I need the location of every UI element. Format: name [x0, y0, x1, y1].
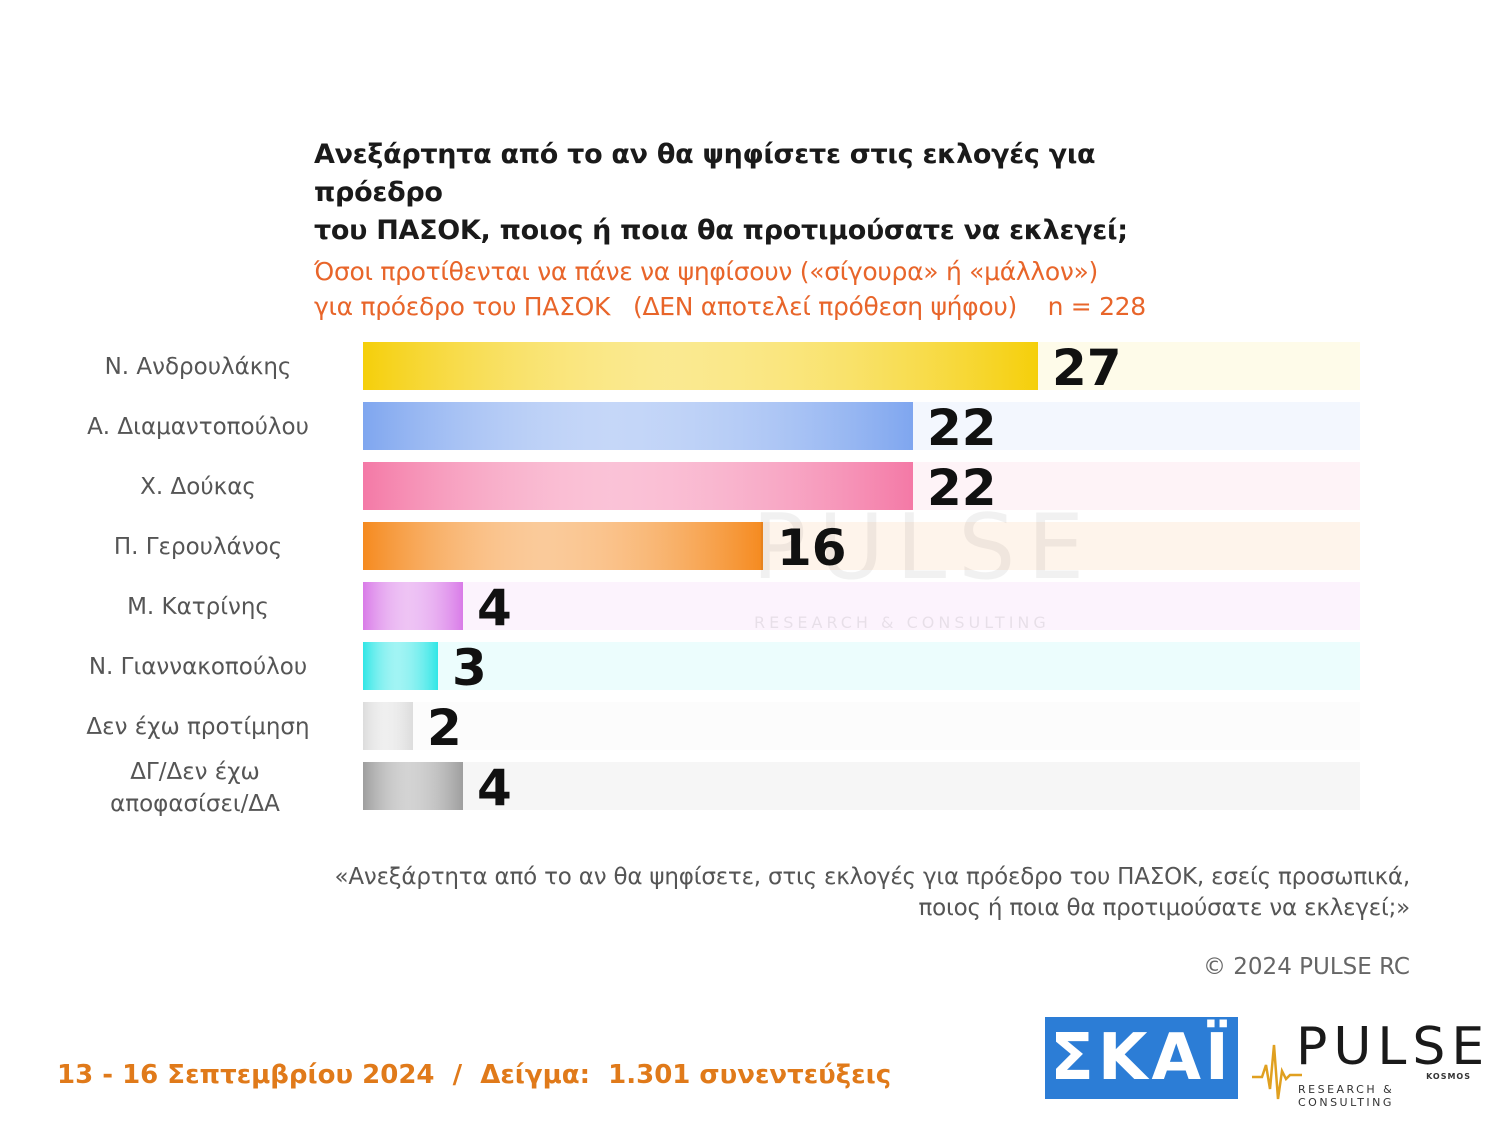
pulse-heartbeat-icon	[1252, 1044, 1302, 1100]
category-label: ΔΓ/Δεν έχω αποφασίσει/ΔΑ	[110, 759, 280, 817]
chart-title-line-1: Ανεξάρτητα από το αν θα ψηφίσετε στις εκ…	[314, 139, 1096, 208]
value-label: 3	[452, 639, 487, 697]
pulse-logo: PULSE KOSMOS RESEARCH & CONSULTING	[1252, 1015, 1484, 1109]
bar-row: Ν. Ανδρουλάκης 27	[105, 339, 1360, 397]
question-note-line-2: ποιος ή ποια θα προτιμούσατε να εκλεγεί;…	[918, 895, 1411, 921]
category-label: Δεν έχω προτίμηση	[86, 714, 309, 740]
bar-track	[363, 582, 1360, 630]
category-label: Α. Διαμαντοπούλου	[87, 414, 309, 440]
watermark-name: PULSE	[752, 495, 1096, 600]
copyright: © 2024 PULSE RC	[1202, 954, 1410, 980]
pulse-logo-subtitle: RESEARCH & CONSULTING	[1298, 1083, 1395, 1109]
skai-logo-text: ΣΚΑΪ	[1050, 1021, 1233, 1095]
chart-title: Ανεξάρτητα από το αν θα ψηφίσετε στις εκ…	[314, 136, 1214, 250]
value-label: 22	[927, 459, 997, 517]
skai-logo: ΣΚΑΪ	[1045, 1017, 1238, 1099]
value-label: 4	[477, 759, 512, 817]
bar-row: Δεν έχω προτίμηση 2	[86, 699, 1360, 757]
category-label: Ν. Ανδρουλάκης	[105, 354, 292, 380]
watermark-subtitle: RESEARCH & CONSULTING	[754, 613, 1050, 632]
bar-gloss	[363, 702, 413, 750]
bar-track	[363, 702, 1360, 750]
category-label: Π. Γερουλάνος	[114, 534, 282, 560]
value-label: 16	[777, 519, 847, 577]
bar-row: Μ. Κατρίνης 4	[127, 579, 1360, 637]
bar-track	[363, 642, 1360, 690]
pulse-watermark: PULSE RESEARCH & CONSULTING	[752, 495, 1096, 632]
bar-track	[363, 762, 1360, 810]
bar-gloss	[363, 762, 463, 810]
bar-row: Α. Διαμαντοπούλου 22	[87, 399, 1360, 457]
category-label: Χ. Δούκας	[140, 474, 256, 500]
pulse-logo-kosmos: KOSMOS	[1426, 1072, 1471, 1081]
category-label: Μ. Κατρίνης	[127, 594, 269, 620]
survey-footer: 13 - 16 Σεπτεμβρίου 2024 / Δείγμα: 1.301…	[57, 1060, 892, 1090]
value-label: 4	[477, 579, 512, 637]
chart-subtitle: Όσοι προτίθενται να πάνε να ψηφίσουν («σ…	[314, 254, 1214, 324]
question-note: «Ανεξάρτητα από το αν θα ψηφίσετε, στις …	[310, 862, 1411, 924]
value-label: 2	[427, 699, 462, 757]
question-note-line-1: «Ανεξάρτητα από το αν θα ψηφίσετε, στις …	[334, 864, 1411, 890]
chart-title-line-2: του ΠΑΣΟΚ, ποιος ή ποια θα προτιμούσατε …	[314, 215, 1128, 246]
bar-row: Χ. Δούκας 22	[140, 459, 1360, 517]
bar-gloss	[363, 582, 463, 630]
bar-gloss	[363, 462, 913, 510]
bar-gloss	[363, 642, 438, 690]
category-label: Ν. Γιαννακοπούλου	[89, 654, 307, 680]
bar-row: Π. Γερουλάνος 16	[114, 519, 1360, 577]
chart-subtitle-line-1: Όσοι προτίθενται να πάνε να ψηφίσουν («σ…	[314, 257, 1099, 286]
bar-gloss	[363, 402, 913, 450]
bar-chart: Ν. Ανδρουλάκης 27Α. Διαμαντοπούλου 22Χ. Δο…	[86, 339, 1360, 817]
value-label: 27	[1052, 339, 1122, 397]
pulse-logo-name: PULSE	[1296, 1017, 1491, 1077]
chart-subtitle-line-2: για πρόεδρο του ΠΑΣΟΚ (ΔΕΝ αποτελεί πρόθ…	[314, 292, 1146, 321]
value-label: 22	[927, 399, 997, 457]
bar-gloss	[363, 522, 763, 570]
bar-gloss	[363, 342, 1038, 390]
chart-header: Ανεξάρτητα από το αν θα ψηφίσετε στις εκ…	[314, 136, 1214, 324]
bar-row: Ν. Γιαννακοπούλου 3	[89, 639, 1360, 697]
bar-row: ΔΓ/Δεν έχω αποφασίσει/ΔΑ 4	[110, 759, 1360, 817]
